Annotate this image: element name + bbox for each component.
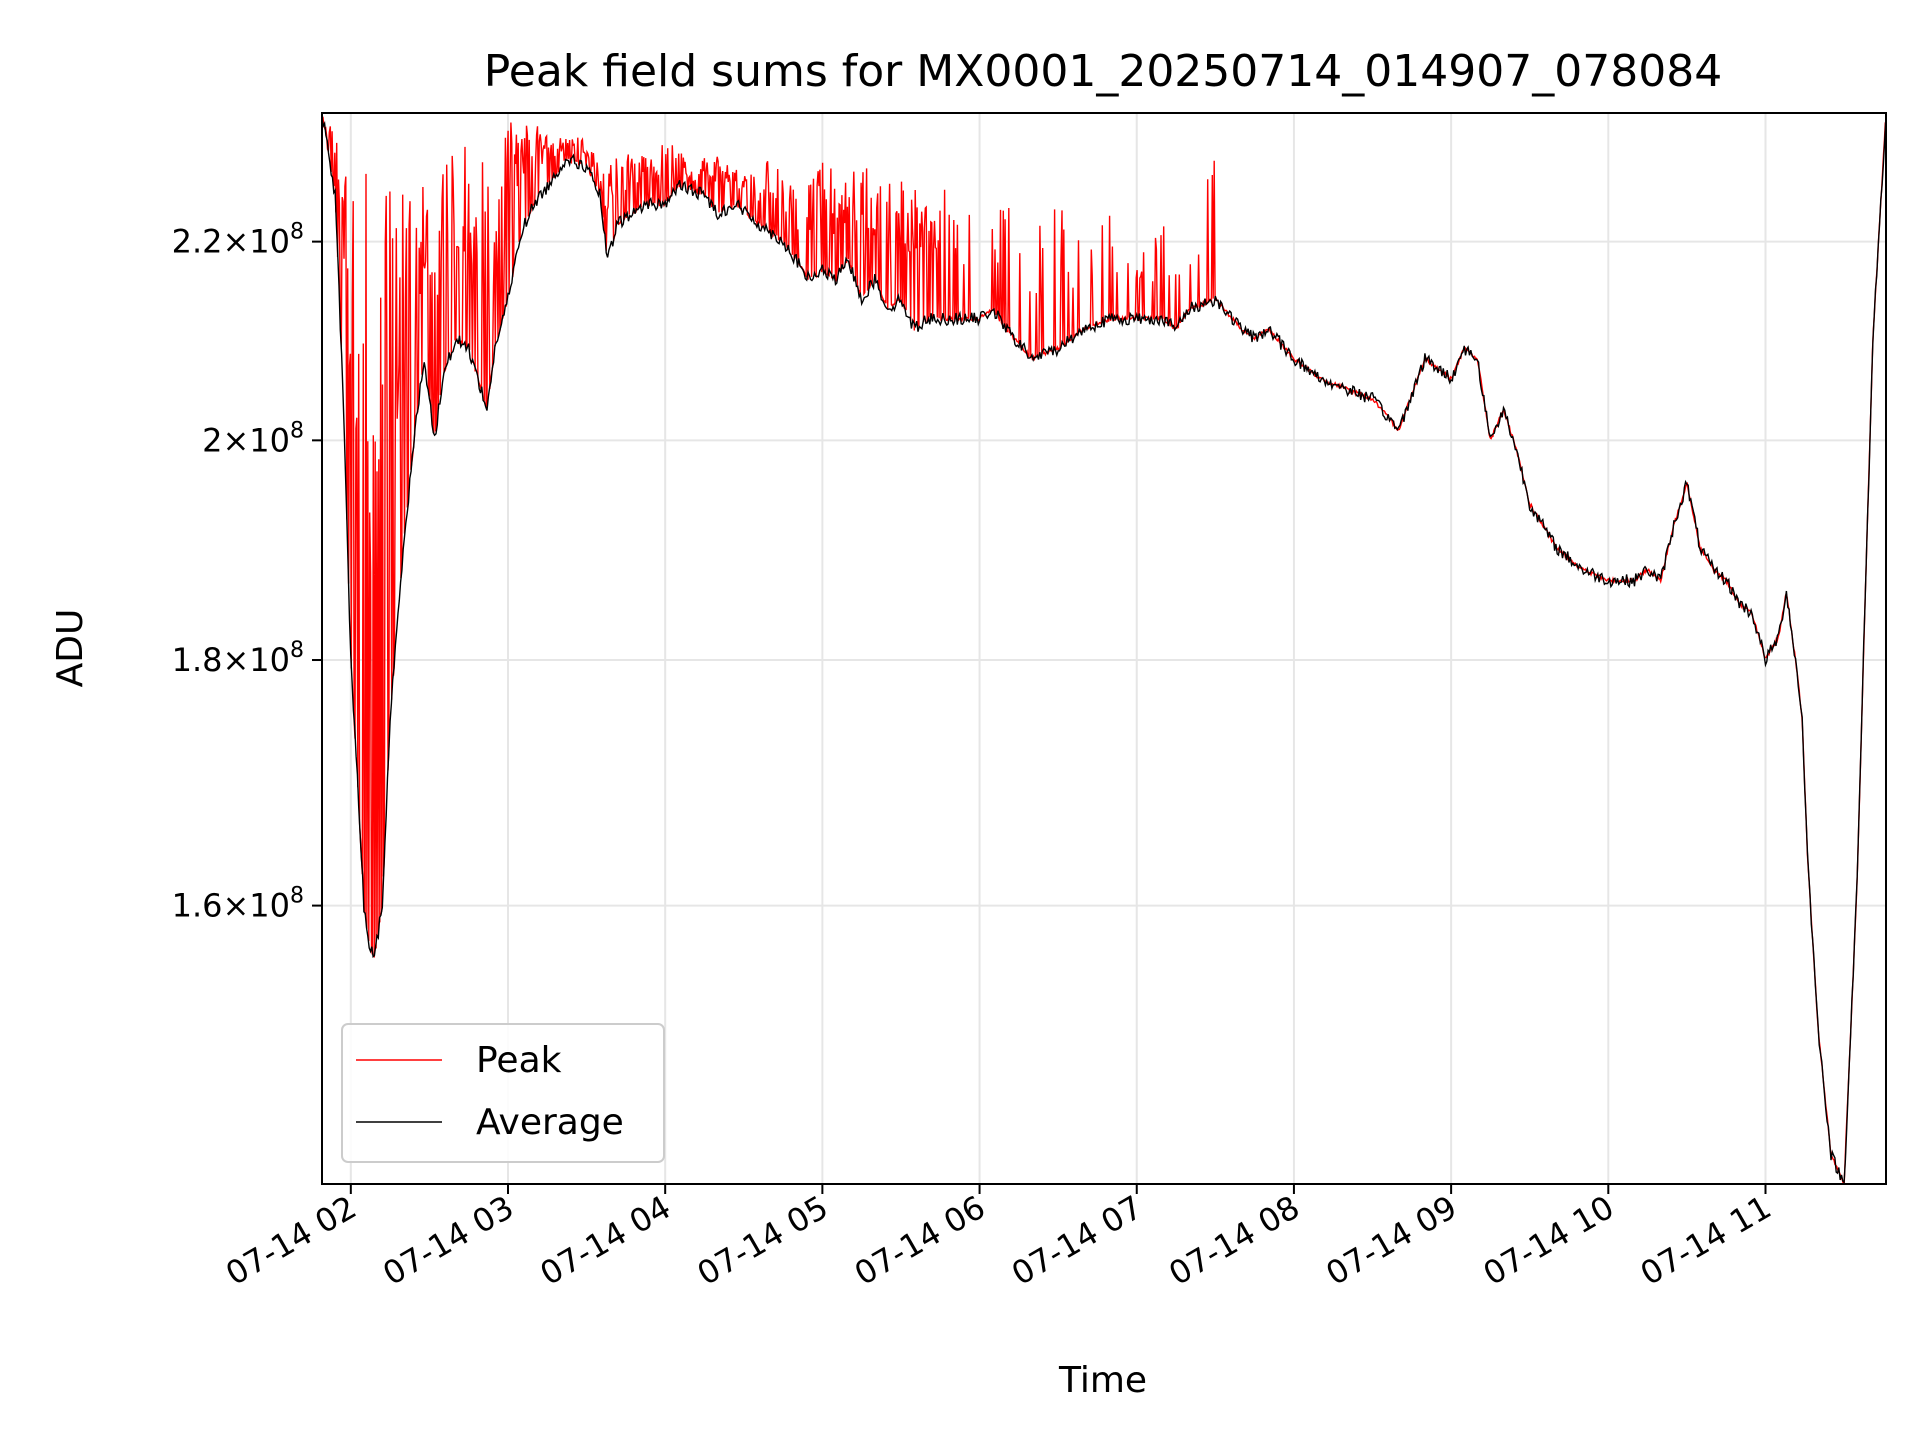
x-axis-label: Time (1058, 1360, 1147, 1401)
y-tick-exponent: 8 (290, 418, 304, 443)
y-tick-times: ×10 (222, 223, 290, 261)
y-tick-times: ×10 (222, 421, 290, 459)
legend-label-average: Average (476, 1102, 624, 1143)
y-tick-exponent: 8 (290, 638, 304, 663)
chart-title: Peak field sums for MX0001_20250714_0149… (484, 46, 1722, 97)
y-axis-label: ADU (50, 609, 91, 688)
y-tick-exponent: 8 (290, 884, 304, 909)
plot-frame (321, 112, 1887, 1185)
y-tick-label: 1.8×108 (172, 638, 304, 679)
y-tick-exponent: 8 (290, 220, 304, 245)
legend-box (341, 1023, 665, 1163)
legend: Peak Average (341, 1023, 665, 1163)
series-line-average (322, 115, 1886, 1184)
series-layer (322, 115, 1886, 1184)
y-tick-times: ×10 (222, 887, 290, 925)
legend-label-peak: Peak (476, 1040, 562, 1081)
y-tick-mantissa: 1.6 (172, 887, 223, 925)
y-tick-mantissa: 2.2 (172, 223, 223, 261)
grid (322, 113, 1886, 1184)
y-tick-label: 2×108 (202, 418, 304, 459)
y-tick-mantissa: 2 (202, 421, 222, 459)
y-tick-label: 1.6×108 (172, 884, 304, 925)
y-tick-times: ×10 (222, 641, 290, 679)
y-tick-mantissa: 1.8 (172, 641, 223, 679)
y-tick-label: 2.2×108 (172, 220, 304, 261)
